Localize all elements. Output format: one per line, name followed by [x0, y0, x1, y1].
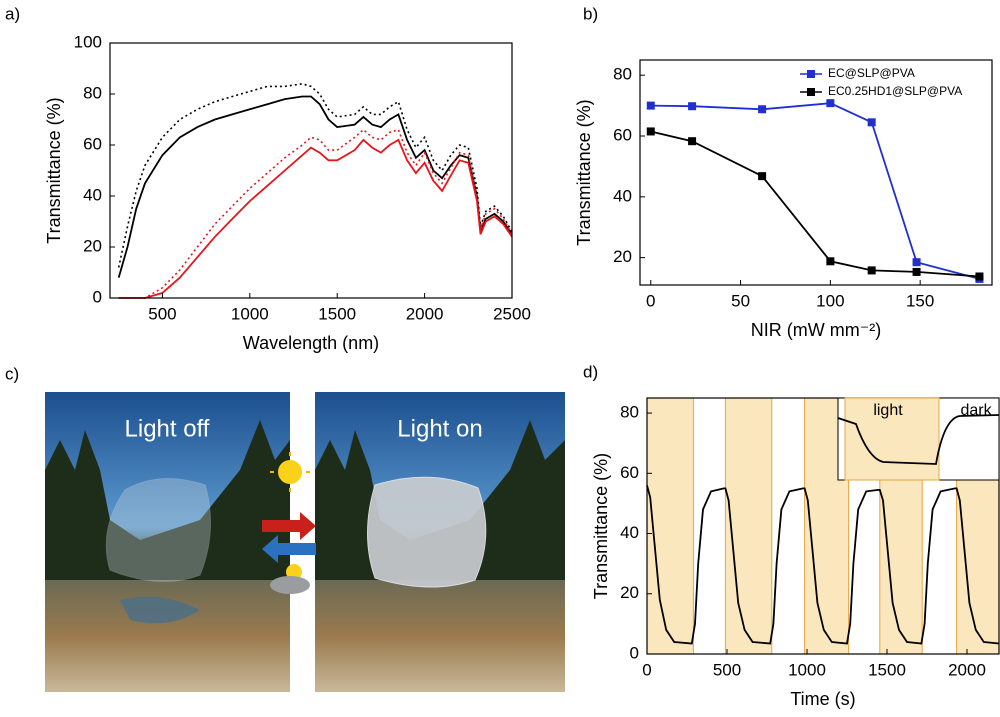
- y-tick-label: 20: [83, 236, 102, 255]
- x-tick-label: 2000: [948, 660, 986, 679]
- y-tick-label: 20: [613, 247, 632, 266]
- data-point: [867, 266, 876, 275]
- y-axis-label: Transmittance (%): [591, 453, 611, 599]
- y-tick-label: 40: [83, 185, 102, 204]
- x-tick-label: 1500: [318, 304, 356, 323]
- panel-label: c): [5, 364, 19, 383]
- data-point: [688, 102, 697, 111]
- light-period: [724, 397, 773, 655]
- y-tick-label: 100: [74, 32, 102, 51]
- plot-frame: [646, 397, 1000, 655]
- inset-label: light: [873, 402, 903, 419]
- data-line: [118, 138, 513, 299]
- data-line: [118, 128, 513, 299]
- x-tick-label: 0: [646, 291, 655, 310]
- plot-frame: [639, 59, 993, 286]
- legend-label: EC@SLP@PVA: [828, 66, 915, 80]
- x-tick-label: 2500: [493, 304, 531, 323]
- y-tick-label: 0: [630, 643, 639, 662]
- inset-shade: [844, 397, 940, 481]
- inset-label: dark: [960, 402, 992, 419]
- y-tick-label: 80: [620, 403, 639, 422]
- x-axis-label: NIR (mW mm⁻²): [751, 320, 881, 340]
- y-axis-label: Transmittance (%): [574, 99, 594, 245]
- data-point: [912, 258, 921, 267]
- x-tick-label: 0: [642, 660, 651, 679]
- x-tick-label: 100: [816, 291, 844, 310]
- switch-icons: [262, 452, 316, 594]
- y-tick-label: 80: [83, 83, 102, 102]
- data-point: [758, 172, 767, 181]
- data-line: [650, 102, 980, 280]
- data-line: [646, 485, 1000, 645]
- inset-curve: [837, 414, 1000, 465]
- x-tick-label: 1000: [788, 660, 826, 679]
- data-line: [117, 82, 513, 268]
- x-tick-label: 500: [148, 304, 176, 323]
- y-tick-label: 80: [613, 65, 632, 84]
- x-tick-label: 150: [906, 291, 934, 310]
- data-point: [912, 267, 921, 276]
- photo-left: Light off: [45, 392, 290, 692]
- y-tick-label: 0: [93, 287, 102, 306]
- y-tick-label: 40: [620, 523, 639, 542]
- legend-marker: [807, 88, 815, 96]
- data-line: [117, 95, 513, 278]
- data-point: [646, 101, 655, 110]
- data-point: [975, 272, 984, 281]
- data-point: [758, 105, 767, 114]
- y-axis-label: Transmittance (%): [44, 97, 64, 243]
- legend-label: EC0.25HD1@SLP@PVA: [828, 84, 962, 98]
- y-tick-label: 40: [613, 186, 632, 205]
- x-tick-label: 2000: [406, 304, 444, 323]
- plot-frame: [109, 42, 513, 299]
- x-tick-label: 500: [713, 660, 741, 679]
- y-tick-label: 60: [620, 463, 639, 482]
- panel-c: c) Light off Light on: [5, 364, 565, 692]
- y-tick-label: 60: [83, 134, 102, 153]
- x-axis-label: Time (s): [790, 689, 855, 709]
- data-point: [646, 127, 655, 136]
- x-tick-label: 1500: [868, 660, 906, 679]
- photo-caption: Light on: [397, 415, 482, 442]
- light-period: [646, 397, 694, 655]
- x-tick-label: 1000: [231, 304, 269, 323]
- legend-marker: [807, 70, 815, 78]
- y-tick-label: 60: [613, 125, 632, 144]
- photo-right: Light on: [315, 392, 565, 692]
- y-tick-label: 20: [620, 583, 639, 602]
- photo-caption: Light off: [125, 415, 210, 442]
- panel-label: d): [583, 362, 598, 381]
- x-axis-label: Wavelength (nm): [243, 333, 379, 353]
- data-point: [826, 99, 835, 108]
- data-point: [867, 118, 876, 127]
- panel-label: a): [5, 4, 20, 23]
- panel-label: b): [583, 4, 598, 23]
- x-tick-label: 50: [731, 291, 750, 310]
- data-point: [688, 137, 697, 146]
- data-point: [826, 257, 835, 266]
- data-line: [650, 130, 980, 278]
